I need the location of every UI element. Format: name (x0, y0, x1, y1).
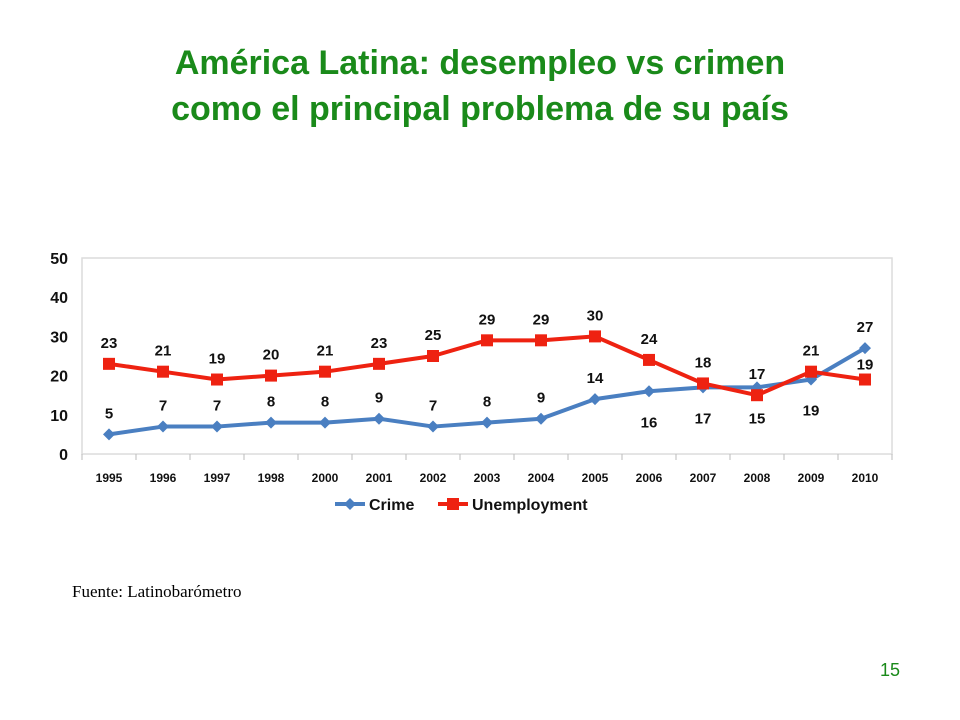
y-tick-label: 10 (50, 408, 68, 425)
unemployment-point (481, 334, 493, 347)
legend-unemployment-marker (447, 498, 459, 510)
y-tick-label: 30 (50, 329, 68, 346)
unemployment-data-label: 29 (479, 311, 496, 328)
crime-point (211, 420, 223, 433)
x-tick-label: 2008 (744, 471, 771, 485)
x-tick-label: 2010 (852, 471, 879, 485)
crime-point (319, 416, 331, 429)
unemployment-data-label: 21 (803, 343, 820, 360)
crime-data-label: 5 (105, 405, 113, 422)
x-tick-label: 1995 (96, 471, 123, 485)
crime-data-label: 14 (587, 370, 604, 387)
crime-data-label: 7 (429, 398, 437, 415)
x-tick-label: 1996 (150, 471, 177, 485)
unemployment-data-label: 29 (533, 311, 550, 328)
legend-unemployment-label: Unemployment (472, 497, 588, 514)
y-tick-label: 40 (50, 290, 68, 307)
unemployment-data-label: 30 (587, 307, 604, 324)
y-tick-label: 0 (59, 447, 68, 464)
legend-crime-marker (344, 498, 356, 510)
crime-point (157, 420, 169, 433)
x-tick-label: 2000 (312, 471, 339, 485)
crime-data-label: 8 (321, 394, 329, 411)
x-tick-label: 2004 (528, 471, 555, 485)
crime-data-label: 8 (267, 394, 275, 411)
unemployment-point (319, 365, 331, 378)
plot-frame (81, 257, 893, 455)
unemployment-data-label: 19 (857, 357, 874, 374)
unemployment-point (265, 369, 277, 382)
unemployment-point (697, 377, 709, 390)
unemployment-data-label: 17 (749, 366, 766, 383)
page-number: 15 (880, 660, 901, 680)
x-tick-label: 1998 (258, 471, 285, 485)
unemployment-data-label: 21 (155, 343, 172, 360)
crime-data-label: 9 (537, 390, 545, 407)
x-tick-label: 1997 (204, 471, 231, 485)
unemployment-data-label: 19 (209, 351, 226, 368)
crime-point (103, 428, 115, 441)
slide-title-line-2: como el principal problema de su país (171, 90, 789, 128)
legend-crime-label: Crime (369, 497, 414, 514)
x-tick-label: 2006 (636, 471, 663, 485)
slide-title: América Latina: desempleo vs crimen como… (0, 40, 960, 132)
unemployment-point (805, 365, 817, 378)
crime-point (589, 393, 601, 406)
crime-data-label: 7 (159, 398, 167, 415)
unemployment-data-label: 24 (641, 331, 658, 348)
crime-point (643, 385, 655, 398)
crime-point (535, 412, 547, 425)
unemployment-point (643, 353, 655, 366)
unemployment-point (211, 373, 223, 386)
crime-data-label: 27 (857, 319, 874, 336)
x-tick-label: 2005 (582, 471, 609, 485)
unemployment-point (103, 357, 115, 370)
x-tick-label: 2009 (798, 471, 825, 485)
source-note: Fuente: Latinobarómetro (72, 582, 242, 601)
x-tick-label: 2007 (690, 471, 717, 485)
unemployment-point (373, 357, 385, 370)
crime-point (373, 412, 385, 425)
unemployment-data-label: 18 (695, 354, 712, 371)
unemployment-data-label: 20 (263, 347, 280, 364)
crime-data-label: 7 (213, 398, 221, 415)
x-tick-label: 2002 (420, 471, 447, 485)
unemployment-point (859, 373, 871, 386)
unemployment-data-label: 25 (425, 327, 442, 344)
crime-data-label: 8 (483, 394, 491, 411)
unemployment-data-label: 23 (371, 335, 388, 352)
unemployment-point (427, 350, 439, 362)
y-tick-label: 50 (50, 251, 68, 268)
crime-data-label: 15 (749, 410, 766, 427)
slide-title-line-1: América Latina: desempleo vs crimen (174, 44, 786, 82)
unemployment-data-label: 23 (101, 335, 118, 352)
unemployment-point (157, 365, 169, 378)
y-tick-label: 20 (50, 369, 68, 386)
x-tick-label: 2003 (474, 471, 501, 485)
unemployment-point (589, 330, 601, 343)
unemployment-point (751, 389, 763, 402)
crime-point (859, 342, 871, 355)
unemployment-point (535, 334, 547, 347)
crime-data-label: 16 (641, 414, 658, 431)
unemployment-data-label: 21 (317, 343, 334, 360)
crime-data-label: 17 (695, 410, 712, 427)
crime-data-label: 19 (803, 403, 820, 420)
crime-point (265, 416, 277, 429)
crime-point (481, 416, 493, 429)
x-tick-label: 2001 (366, 471, 393, 485)
crime-data-label: 9 (375, 390, 383, 407)
crime-point (427, 420, 439, 433)
